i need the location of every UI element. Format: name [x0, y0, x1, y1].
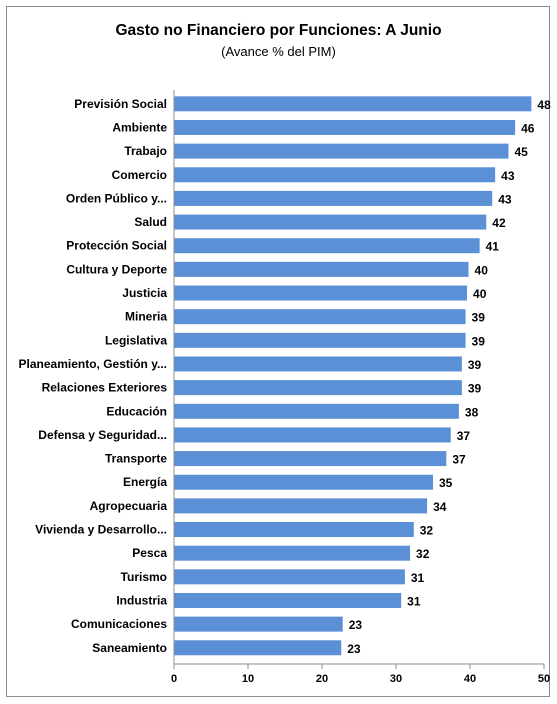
value-label: 41 [486, 240, 500, 254]
value-label: 35 [439, 476, 453, 490]
value-label: 42 [492, 216, 506, 230]
category-label: Comercio [112, 168, 167, 182]
value-label: 37 [457, 429, 471, 443]
value-label: 39 [468, 358, 482, 372]
bars-group [174, 96, 532, 656]
bar [174, 261, 469, 277]
value-label: 45 [514, 145, 528, 159]
bar [174, 143, 509, 159]
value-label: 43 [498, 192, 512, 206]
category-label: Legislativa [105, 333, 167, 347]
category-label: Transporte [105, 452, 167, 466]
bar [174, 309, 466, 325]
bar [174, 592, 402, 608]
category-label: Planeamiento, Gestión y... [19, 357, 167, 371]
bar [174, 96, 532, 112]
bar [174, 569, 405, 585]
x-tick-label: 10 [242, 673, 254, 685]
bar [174, 427, 451, 443]
category-label: Relaciones Exteriores [42, 381, 168, 395]
x-tick-label: 50 [538, 673, 550, 685]
category-label: Vivienda y Desarrollo... [35, 523, 167, 537]
value-label: 43 [501, 169, 515, 183]
value-label: 39 [468, 382, 482, 396]
bar [174, 498, 428, 514]
value-label: 46 [521, 121, 535, 135]
bar [174, 190, 493, 206]
bar [174, 285, 468, 301]
bar [174, 167, 496, 183]
value-label: 23 [347, 642, 361, 656]
category-label: Cultura y Deporte [66, 262, 167, 276]
x-tick-label: 30 [390, 673, 402, 685]
category-label: Justicia [122, 286, 167, 300]
category-label: Pesca [132, 546, 167, 560]
bar [174, 332, 466, 348]
bar [174, 119, 516, 135]
category-label: Trabajo [124, 144, 167, 158]
x-axis: 0 10 20 30 40 50 [171, 90, 550, 685]
category-label: Mineria [125, 310, 167, 324]
bar [174, 214, 487, 230]
value-label: 32 [416, 547, 430, 561]
bar [174, 403, 459, 419]
chart-subtitle: (Avance % del PIM) [221, 44, 336, 59]
bar [174, 356, 462, 372]
category-label: Defensa y Seguridad... [38, 428, 167, 442]
category-label: Comunicaciones [71, 617, 167, 631]
category-labels-group: Previsión Social Ambiente Trabajo Comercio O… [19, 97, 168, 655]
category-label: Agropecuaria [90, 499, 168, 513]
category-label: Turismo [121, 570, 167, 584]
bar [174, 616, 343, 632]
value-label: 31 [407, 594, 421, 608]
value-label: 38 [465, 405, 479, 419]
value-label: 40 [475, 263, 489, 277]
value-label: 39 [472, 334, 486, 348]
x-tick-label: 40 [464, 673, 476, 685]
bar [174, 474, 433, 490]
x-tick-label: 0 [171, 673, 177, 685]
bar [174, 380, 462, 396]
x-tick-label: 20 [316, 673, 328, 685]
bar [174, 238, 480, 254]
category-label: Ambiente [112, 120, 167, 134]
category-label: Protección Social [66, 239, 167, 253]
value-label: 23 [349, 618, 363, 632]
value-label: 40 [473, 287, 487, 301]
value-label: 31 [411, 571, 425, 585]
bar [174, 451, 447, 467]
category-label: Previsión Social [74, 97, 167, 111]
category-label: Industria [116, 593, 167, 607]
value-label: 32 [420, 524, 434, 538]
value-label: 37 [452, 453, 466, 467]
value-label: 48 [537, 98, 551, 112]
category-label: Saneamiento [92, 641, 167, 655]
bar [174, 640, 342, 656]
category-label: Orden Público y... [66, 191, 167, 205]
value-label: 39 [472, 311, 486, 325]
value-label: 34 [433, 500, 447, 514]
category-label: Salud [134, 215, 167, 229]
category-label: Educación [106, 404, 167, 418]
chart-title: Gasto no Financiero por Funciones: A Jun… [115, 22, 442, 39]
category-label: Energía [123, 475, 167, 489]
bar [174, 545, 411, 561]
bar [174, 522, 414, 538]
